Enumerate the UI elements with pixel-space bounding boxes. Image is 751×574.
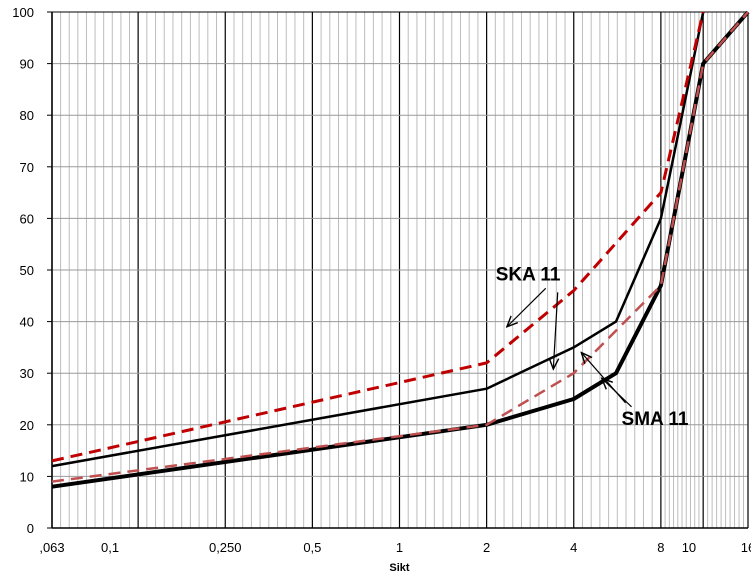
tick-labels: 0 10 20 30 40 50 60 70 80 90 100 ,063 0,1 0,250 0,5 1 2 4…: [12, 5, 751, 555]
x-tick-label: ,063: [39, 540, 64, 555]
y-tick-label: 20: [20, 418, 34, 433]
x-tick-label: 0,250: [209, 540, 242, 555]
x-tick-label: 10: [682, 540, 696, 555]
x-tick-label: 0,5: [303, 540, 321, 555]
y-tick-label: 10: [20, 469, 34, 484]
axes: [47, 11, 749, 529]
y-tick-label: 90: [20, 57, 34, 72]
y-tick-label: 40: [20, 315, 34, 330]
x-tick-label: 0,1: [101, 540, 119, 555]
x-tick-label: 2: [483, 540, 490, 555]
y-tick-label: 0: [27, 521, 34, 536]
y-tick-label: 60: [20, 211, 34, 226]
annotation-label-1: SKA 11: [496, 264, 561, 285]
y-tick-label: 80: [20, 108, 34, 123]
annotation-label-2: SMA 11: [622, 409, 689, 430]
y-tick-label: 100: [12, 5, 34, 20]
series-line-3: [51, 11, 705, 463]
x-tick-label: 4: [570, 540, 577, 555]
x-axis-title: Sikt: [389, 562, 410, 574]
series-line-1: [51, 11, 705, 468]
annotation-arrow: [553, 292, 557, 369]
y-tick-label: 30: [20, 366, 34, 381]
y-tick-label: 70: [20, 160, 34, 175]
annotations: SKA 11 SMA 11: [496, 264, 689, 429]
annotation-arrow: [507, 287, 547, 326]
annotation-arrow: [602, 378, 632, 408]
y-tick-label: 50: [20, 263, 34, 278]
series-lines: [51, 10, 750, 489]
x-tick-label: 8: [657, 540, 664, 555]
series-line-4: [51, 11, 749, 483]
x-tick-label: 16: [741, 540, 751, 555]
x-tick-label: 1: [396, 540, 403, 555]
